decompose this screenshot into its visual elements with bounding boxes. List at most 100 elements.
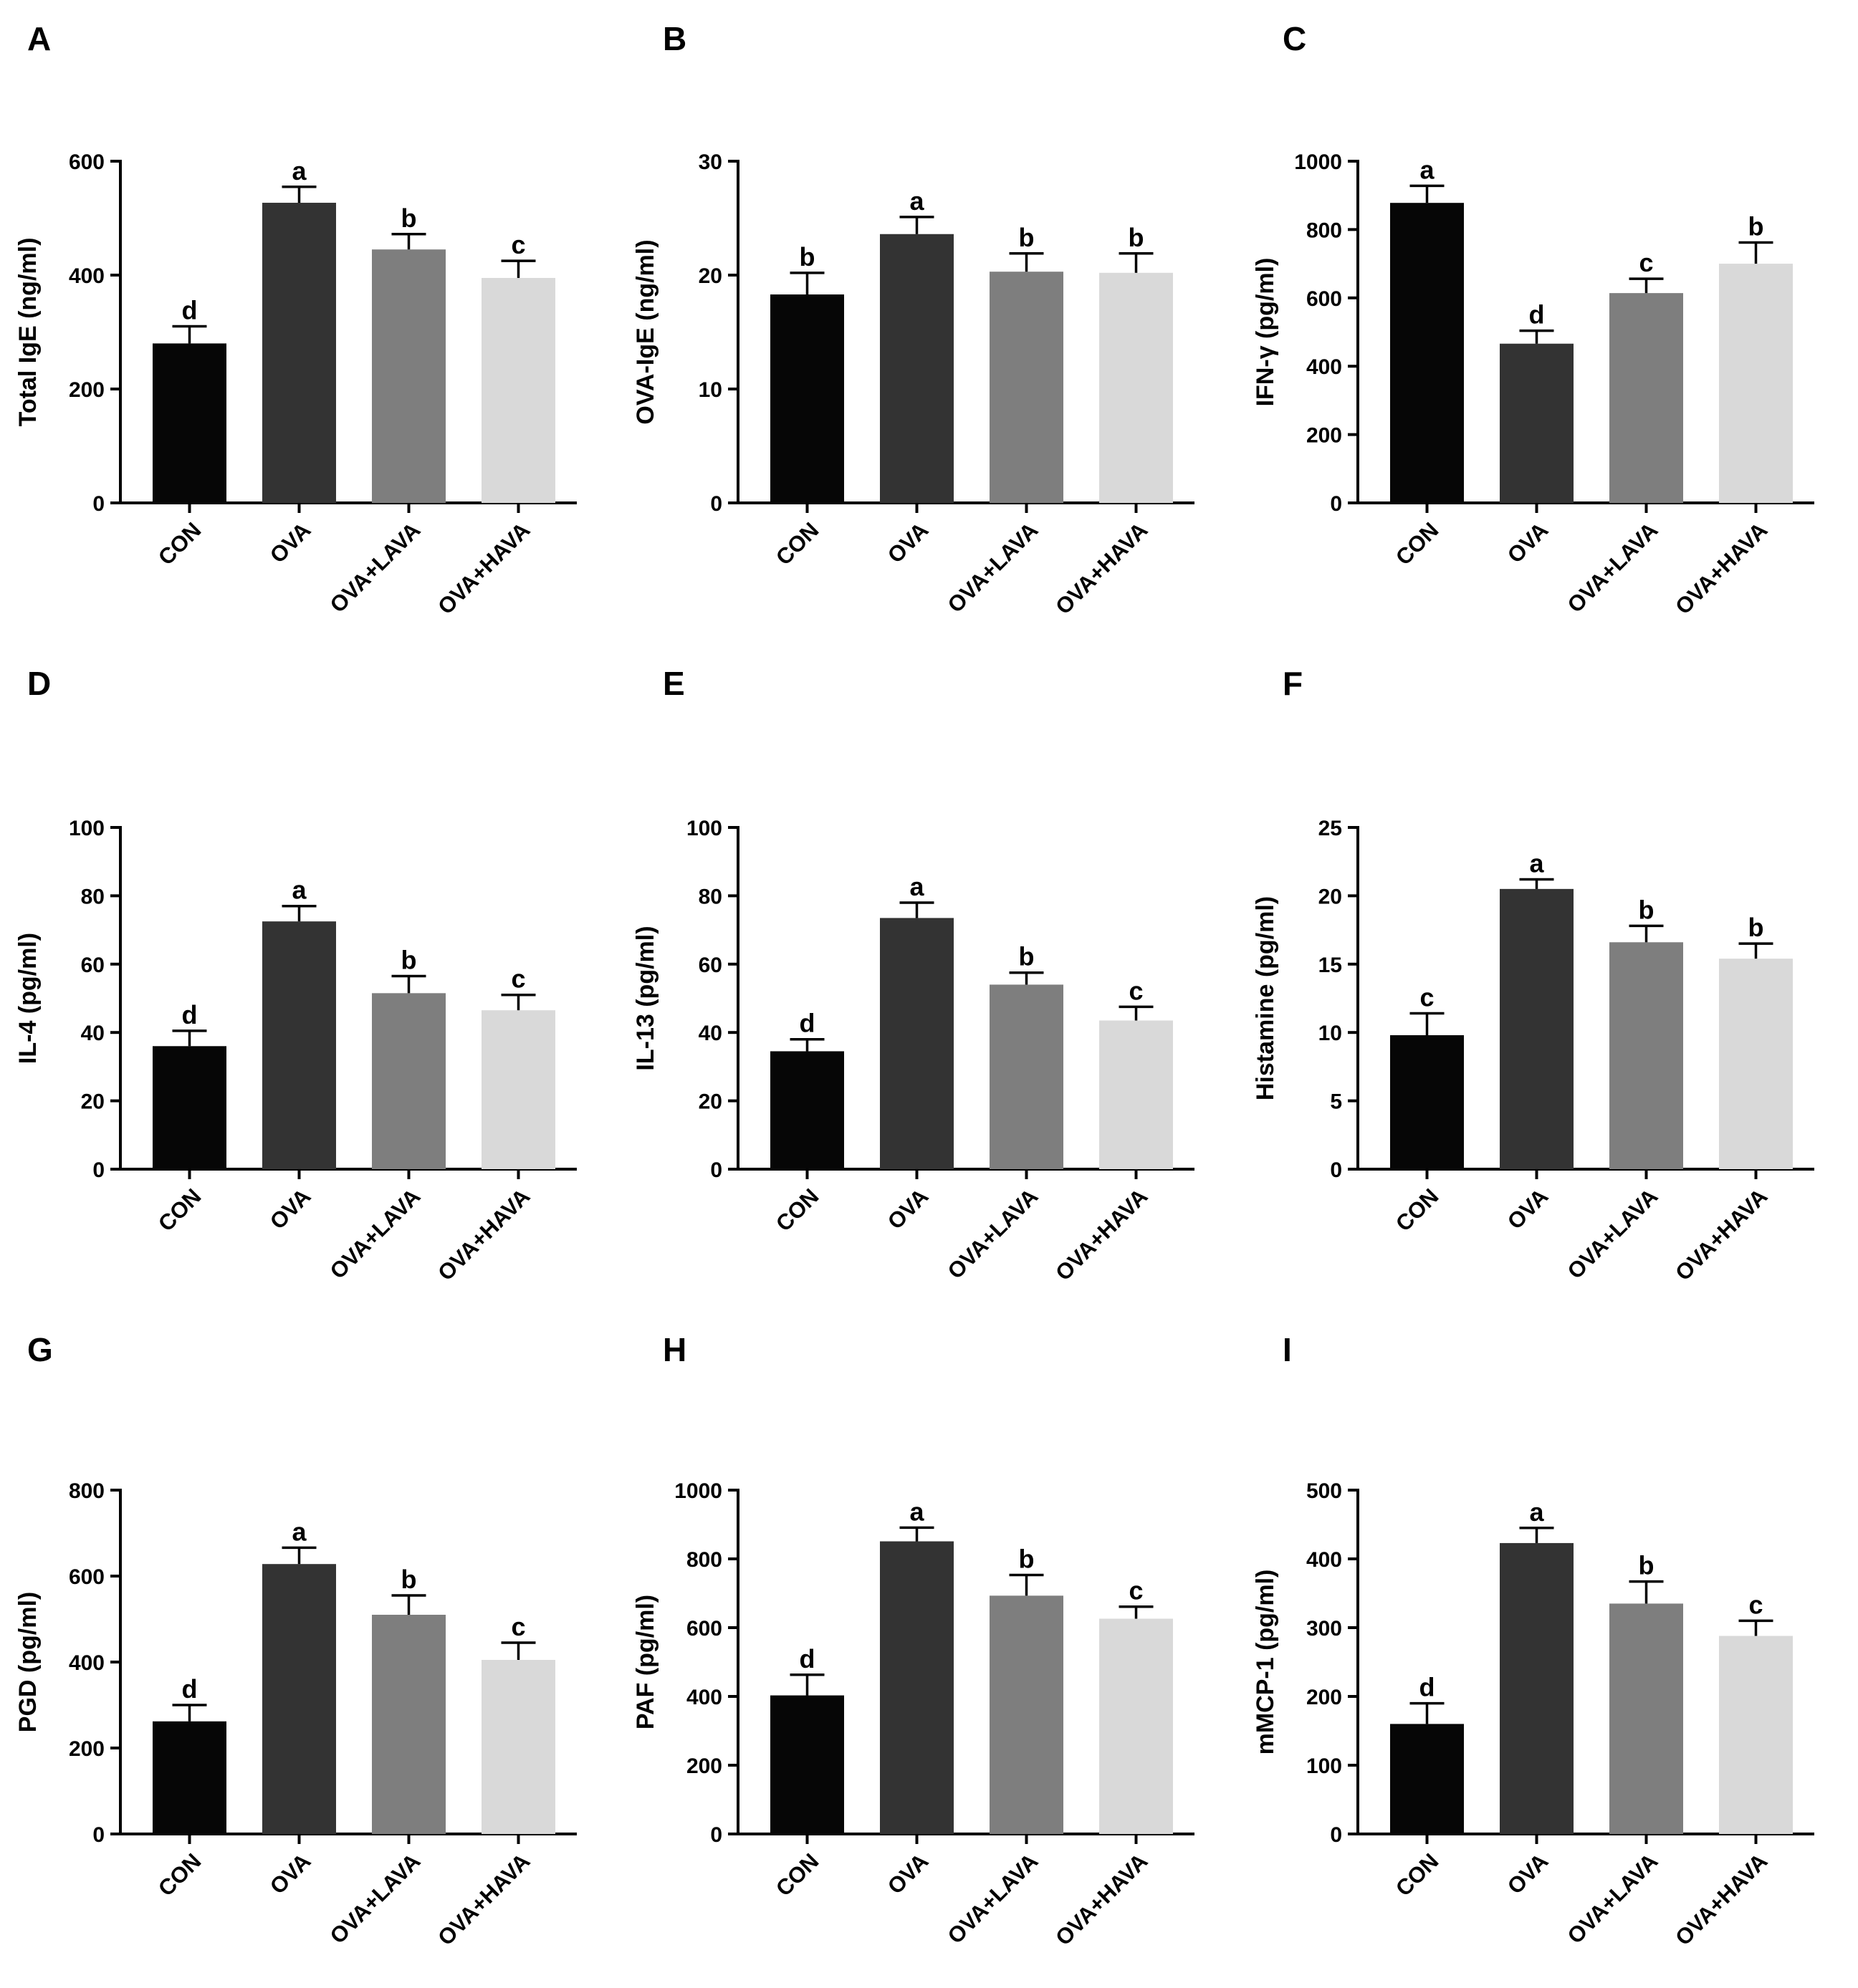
bar-ova-hava — [1099, 1618, 1173, 1834]
y-tick-label: 200 — [686, 1754, 722, 1778]
x-tick-label: OVA+LAVA — [325, 517, 426, 618]
bar-ova-hava — [1099, 1020, 1173, 1169]
panel-letter: B — [663, 20, 686, 57]
bar-ova-hava — [1099, 272, 1173, 503]
significance-label: c — [1748, 1590, 1763, 1619]
y-tick-label: 1000 — [674, 1479, 722, 1503]
x-tick-label: OVA — [883, 517, 934, 568]
y-tick-label: 10 — [1318, 1022, 1342, 1045]
y-tick-label: 60 — [699, 954, 722, 977]
y-tick-label: 40 — [81, 1022, 105, 1045]
y-tick-label: 60 — [81, 954, 105, 977]
significance-label: b — [1639, 1551, 1655, 1580]
y-tick-label: 100 — [686, 817, 722, 840]
x-tick-label: OVA — [1503, 1183, 1553, 1234]
y-tick-label: 20 — [1318, 885, 1342, 908]
y-tick-label: 0 — [710, 492, 722, 516]
significance-label: b — [1019, 942, 1035, 971]
bar-con — [1390, 203, 1464, 503]
bar-ova-lava — [990, 1595, 1063, 1834]
significance-label: a — [292, 156, 307, 186]
bar-ova-lava — [372, 993, 446, 1169]
panel-letter: D — [27, 665, 51, 702]
x-tick-label: CON — [1391, 1183, 1443, 1236]
bar-ova — [1500, 343, 1574, 503]
x-tick-label: OVA — [1503, 517, 1553, 568]
x-tick-label: CON — [771, 517, 823, 570]
y-tick-label: 0 — [1330, 492, 1342, 516]
significance-label: a — [1529, 849, 1544, 878]
significance-label: a — [292, 1517, 307, 1546]
y-tick-label: 0 — [92, 1158, 105, 1182]
significance-label: c — [511, 230, 525, 259]
chart-panel-e: E 0 20 40 60 80 100 IL-13 (pg/ml) d CON a OVA b OVA+L… — [632, 665, 1194, 1285]
x-tick-label: OVA — [265, 1848, 316, 1899]
significance-label: a — [909, 1497, 924, 1526]
significance-label: b — [800, 242, 815, 272]
bar-con — [153, 343, 226, 503]
y-tick-label: 800 — [1306, 219, 1342, 242]
bar-ova-hava — [482, 1010, 555, 1169]
y-tick-label: 0 — [710, 1823, 722, 1847]
significance-label: b — [401, 1565, 417, 1594]
y-tick-label: 600 — [686, 1617, 722, 1641]
y-tick-label: 20 — [699, 1090, 722, 1114]
bar-ova — [1500, 1542, 1574, 1834]
x-tick-label: OVA+LAVA — [325, 1183, 426, 1284]
bar-ova-lava — [372, 1615, 446, 1834]
significance-label: b — [1019, 1545, 1035, 1574]
y-tick-label: 200 — [1306, 1686, 1342, 1709]
y-tick-label: 300 — [1306, 1617, 1342, 1641]
chart-panel-f: F 0 5 10 15 20 25 Histamine (pg/ml) c CON a OVA b OVA… — [1252, 665, 1814, 1285]
bar-con — [1390, 1035, 1464, 1169]
y-tick-label: 600 — [69, 1565, 105, 1589]
x-tick-label: OVA+LAVA — [1563, 1183, 1663, 1284]
chart-panel-h: H 0 200 400 600 800 1000 PAF (pg/ml) d CON a OVA b OV… — [632, 1331, 1194, 1950]
bar-con — [1390, 1724, 1464, 1834]
significance-label: c — [1639, 248, 1653, 277]
y-tick-label: 400 — [1306, 355, 1342, 379]
x-tick-label: CON — [771, 1183, 823, 1236]
y-tick-label: 800 — [69, 1479, 105, 1503]
bar-con — [770, 1051, 844, 1169]
x-tick-label: CON — [1391, 1848, 1443, 1901]
significance-label: a — [1529, 1497, 1544, 1527]
panel-letter: E — [663, 665, 685, 702]
bar-ova-hava — [482, 1660, 555, 1834]
y-tick-label: 400 — [69, 264, 105, 288]
x-tick-label: CON — [771, 1848, 823, 1901]
panel-letter: G — [27, 1331, 53, 1368]
y-tick-label: 400 — [686, 1686, 722, 1709]
chart-panel-a: A 0 200 400 600 Total IgE (ng/ml) d CON a OVA b OVA… — [14, 20, 577, 619]
significance-label: d — [182, 1000, 198, 1029]
bar-ova — [262, 1564, 336, 1834]
x-tick-label: OVA+LAVA — [325, 1848, 426, 1949]
significance-label: d — [800, 1644, 815, 1674]
x-tick-label: OVA+HAVA — [433, 517, 535, 619]
bar-ova — [262, 203, 336, 503]
bar-ova-lava — [1609, 942, 1683, 1169]
significance-label: d — [182, 296, 198, 325]
x-tick-label: OVA+HAVA — [1050, 517, 1152, 619]
y-tick-label: 5 — [1330, 1090, 1342, 1114]
y-tick-label: 600 — [1306, 287, 1342, 311]
significance-label: b — [1129, 223, 1144, 252]
y-tick-label: 400 — [69, 1651, 105, 1675]
x-tick-label: OVA — [265, 517, 316, 568]
y-tick-label: 200 — [1306, 424, 1342, 448]
y-tick-label: 1000 — [1294, 150, 1342, 174]
significance-label: c — [1129, 1576, 1143, 1605]
significance-label: c — [511, 1612, 525, 1641]
significance-label: a — [909, 186, 924, 216]
significance-label: c — [511, 964, 525, 994]
chart-panel-b: B 0 10 20 30 OVA-IgE (ng/ml) b CON a OVA b OVA+LAVA… — [632, 20, 1194, 619]
significance-label: c — [1419, 982, 1434, 1012]
bar-ova-lava — [990, 984, 1063, 1169]
x-tick-label: OVA+HAVA — [1670, 1848, 1772, 1950]
y-axis-label: Total IgE (ng/ml) — [14, 238, 42, 427]
y-tick-label: 30 — [699, 150, 722, 174]
bar-ova-lava — [372, 249, 446, 503]
y-tick-label: 20 — [81, 1090, 105, 1114]
panel-letter: A — [27, 20, 51, 57]
